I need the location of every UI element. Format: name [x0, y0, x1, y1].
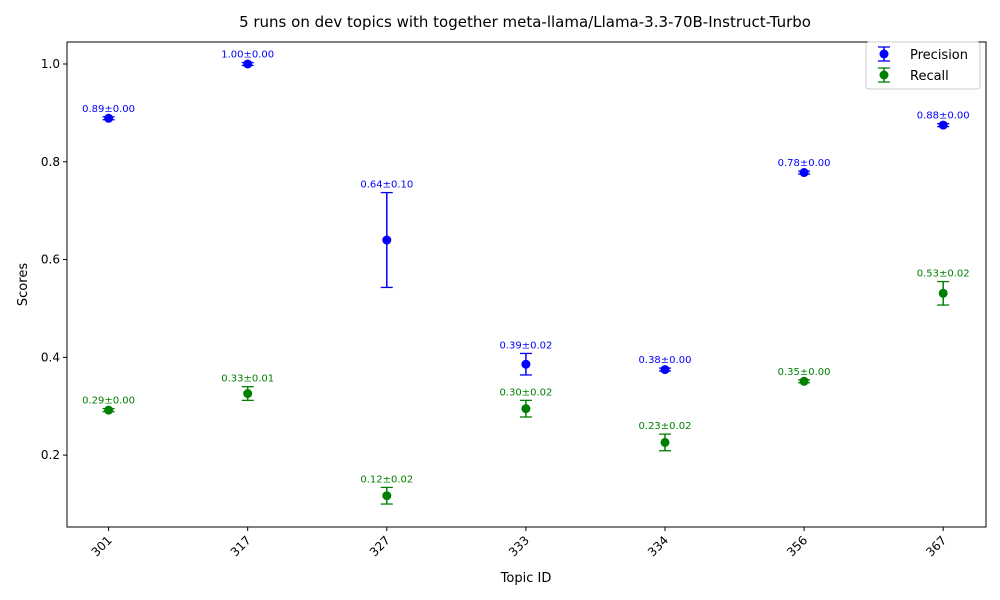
precision-point: [521, 359, 531, 369]
x-tick-label: 301: [89, 533, 115, 559]
y-tick-label: 0.6: [41, 253, 60, 267]
y-axis: 0.2 0.4 0.6 0.8 1.0: [41, 57, 67, 462]
recall-data-label: 0.35±0.00: [778, 367, 831, 378]
recall-data-label: 0.30±0.02: [499, 387, 552, 398]
recall-point: [799, 376, 809, 386]
recall-point: [938, 288, 948, 298]
y-tick-label: 0.4: [41, 350, 60, 364]
precision-data-label: 0.38±0.00: [639, 355, 692, 366]
x-tick-label: 327: [367, 533, 393, 559]
legend-precision-marker: [879, 49, 889, 59]
precision-data-label: 0.78±0.00: [778, 158, 831, 169]
x-axis: 301 317 327 333 334 356 367: [89, 527, 949, 559]
precision-data-label: 1.00±0.00: [221, 50, 274, 61]
precision-point: [243, 59, 253, 69]
y-tick-label: 1.0: [41, 57, 60, 71]
precision-point: [938, 120, 948, 130]
legend: Precision Recall: [865, 41, 981, 90]
precision-data-label: 0.88±0.00: [917, 111, 970, 122]
legend-recall-marker: [879, 70, 889, 80]
x-axis-label: Topic ID: [500, 571, 552, 586]
legend-precision-label: Precision: [910, 48, 968, 63]
precision-data-label: 0.64±0.10: [360, 180, 413, 191]
recall-data-label: 0.33±0.01: [221, 374, 274, 385]
plot-frame: [66, 41, 987, 528]
legend-box: [865, 41, 981, 90]
recall-point: [660, 437, 670, 447]
recall-point: [521, 404, 531, 414]
recall-data-label: 0.29±0.00: [82, 396, 135, 407]
x-tick-label: 367: [923, 533, 949, 559]
precision-data-label: 0.89±0.00: [82, 104, 135, 115]
recall-point: [104, 405, 114, 415]
precision-point: [104, 113, 114, 123]
precision-point: [382, 235, 392, 245]
recall-data-label: 0.23±0.02: [639, 421, 692, 432]
x-tick-label: 356: [784, 533, 810, 559]
precision-point: [799, 168, 809, 178]
data-marks: 0.89±0.00 1.00±0.00 0.64±0.10 0.39±0.02 0.38…: [82, 50, 970, 505]
y-tick-label: 0.2: [41, 448, 60, 462]
recall-point: [382, 491, 392, 501]
recall-data-label: 0.53±0.02: [917, 269, 970, 280]
recall-data-label: 0.12±0.02: [360, 474, 413, 485]
legend-recall-label: Recall: [910, 69, 949, 84]
precision-data-label: 0.39±0.02: [499, 340, 552, 351]
recall-point: [243, 389, 253, 399]
x-tick-label: 317: [228, 533, 254, 559]
chart-title: 5 runs on dev topics with together meta-…: [239, 13, 811, 31]
y-axis-label: Scores: [16, 263, 31, 306]
x-tick-label: 334: [645, 533, 671, 559]
precision-point: [660, 365, 670, 375]
x-tick-label: 333: [506, 533, 532, 559]
y-tick-label: 0.8: [41, 155, 60, 169]
